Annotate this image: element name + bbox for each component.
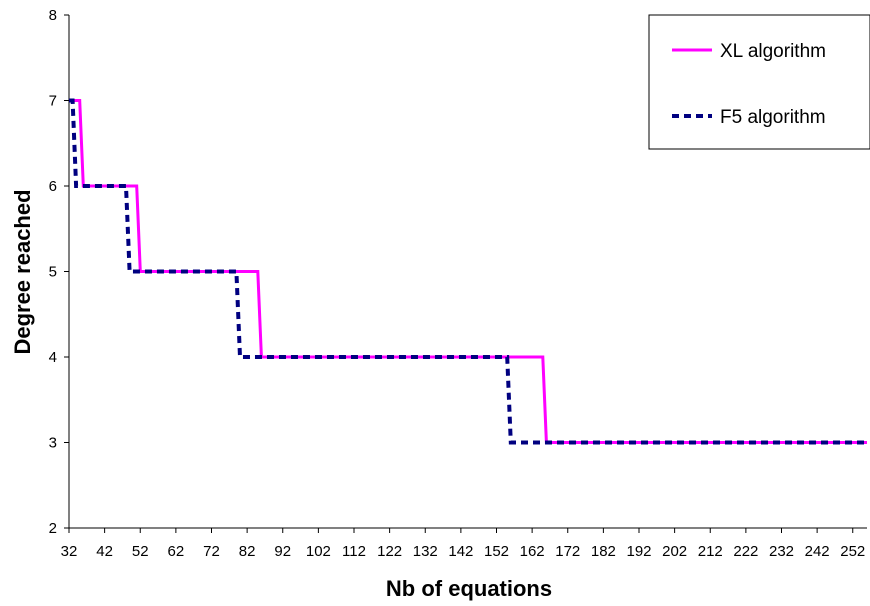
series-layer [69, 98, 867, 445]
y-tick-label: 6 [49, 178, 57, 195]
legend-label-xl: XL algorithm [720, 41, 826, 62]
y-axis-title: Degree reached [10, 189, 35, 354]
x-tick-label: 152 [484, 543, 509, 560]
y-tick-label: 3 [49, 435, 57, 452]
x-tick-label: 172 [555, 543, 580, 560]
x-axis-title: Nb of equations [386, 576, 552, 601]
x-tick-label: 252 [840, 543, 865, 560]
x-tick-label: 52 [132, 543, 149, 560]
x-tick-label: 192 [626, 543, 651, 560]
x-tick-label: 32 [61, 543, 78, 560]
x-tick-label: 122 [377, 543, 402, 560]
y-tick-label: 4 [49, 349, 57, 366]
x-tick-label: 112 [342, 543, 366, 560]
legend-label-f5: F5 algorithm [720, 107, 826, 128]
x-tick-label: 182 [591, 543, 616, 560]
x-tick-label: 72 [203, 543, 220, 560]
x-tick-label: 142 [448, 543, 473, 560]
x-tick-label: 202 [662, 543, 687, 560]
x-tick-label: 62 [168, 543, 185, 560]
x-tick-label: 102 [306, 543, 331, 560]
x-tick-label: 232 [769, 543, 794, 560]
y-tick-label: 5 [49, 264, 57, 281]
series-line-f5 [69, 98, 867, 445]
x-tick-label: 162 [520, 543, 545, 560]
x-tick-label: 92 [274, 543, 291, 560]
y-tick-label: 8 [49, 7, 57, 24]
x-tick-label: 242 [805, 543, 830, 560]
x-tick-label: 42 [96, 543, 113, 560]
x-tick-label: 82 [239, 543, 256, 560]
legend-box [648, 14, 870, 150]
x-tick-label: 222 [733, 543, 758, 560]
ticks: 2 3 4 5 6 7 8 32 42 52 62 72 82 92 102 112 122 132 142 152 1… [49, 7, 866, 560]
y-tick-label: 2 [49, 520, 57, 537]
series-line-xl [69, 99, 867, 444]
y-tick-label: 7 [49, 93, 57, 110]
x-tick-label: 132 [413, 543, 438, 560]
legend: XL algorithm F5 algorithm [648, 14, 870, 150]
x-tick-label: 212 [698, 543, 723, 560]
